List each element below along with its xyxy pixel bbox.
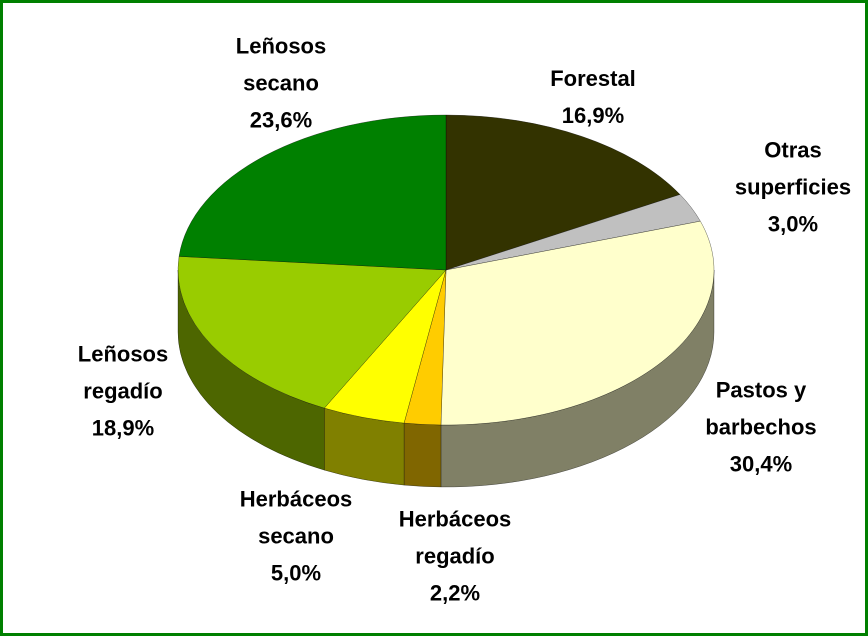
value-label: 23,6% bbox=[249, 107, 313, 133]
value-label: 2,2% bbox=[429, 580, 481, 606]
slice bbox=[178, 114, 447, 271]
value-label: 5,0% bbox=[270, 560, 322, 586]
value-label: 30,4% bbox=[729, 451, 793, 477]
slice-label: Herbáceos secano 5,0% bbox=[216, 481, 376, 592]
slice-label: Leñosos regadío 18,9% bbox=[43, 336, 203, 447]
slice-label: Herbáceos regadío 2,2% bbox=[375, 501, 535, 612]
category-label: Forestal bbox=[550, 66, 636, 91]
category-label: Pastos y barbechos bbox=[705, 377, 817, 440]
value-label: 16,9% bbox=[561, 103, 625, 128]
category-label: Herbáceos regadío bbox=[398, 506, 512, 569]
category-label: Leñosos secano bbox=[235, 33, 327, 96]
value-label: 18,9% bbox=[91, 415, 155, 441]
slice bbox=[177, 256, 447, 409]
category-label: Herbáceos secano bbox=[239, 486, 353, 549]
pie-area bbox=[177, 114, 715, 488]
slice-side bbox=[403, 422, 442, 488]
value-label: 3,0% bbox=[767, 211, 819, 237]
category-label: Leñosos regadío bbox=[77, 341, 169, 404]
category-label: Otras superficies bbox=[734, 137, 852, 200]
slice bbox=[440, 221, 715, 426]
slice-label: Pastos y barbechos 30,4% bbox=[681, 372, 841, 483]
slice bbox=[445, 114, 681, 271]
slice-label: Forestal 16,9% bbox=[513, 60, 673, 134]
slice-label: Otras superficies 3,0% bbox=[713, 132, 868, 243]
slice-label: Leñosos secano 23,6% bbox=[201, 28, 361, 139]
